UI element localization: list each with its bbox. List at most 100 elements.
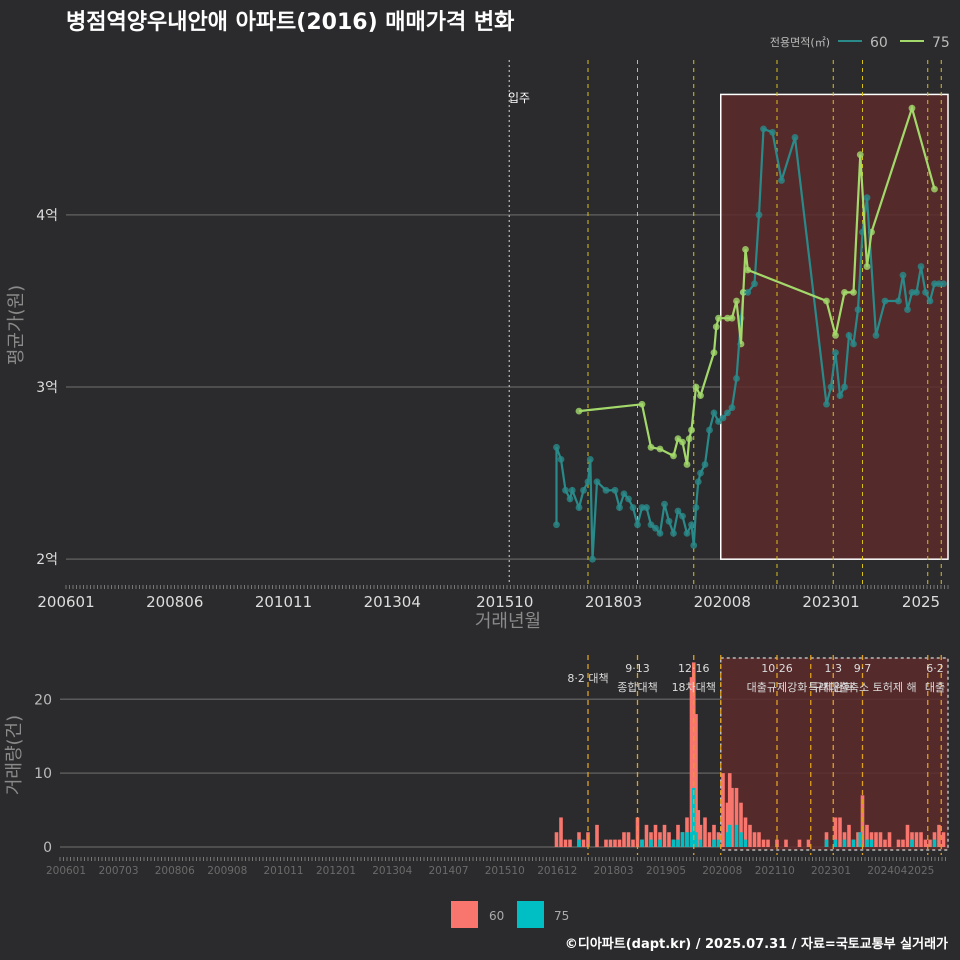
price-x-tick-4: 201510 (476, 593, 533, 611)
volume-bar-75-19 (824, 839, 829, 847)
volume-bar-60-76 (941, 832, 946, 847)
legend-60-label: 60 (870, 35, 888, 51)
move-in-annotation: 입주 (508, 91, 530, 105)
price-point-75-0 (575, 407, 583, 415)
policy-date-3: 10·26 (761, 662, 793, 675)
price-y-tick-1: 3억 (36, 380, 58, 396)
volume-y-tick-1: 10 (34, 766, 52, 782)
volume-bar-60-51 (806, 839, 811, 847)
volume-bar-60-21 (662, 824, 667, 847)
volume-chart-policy-labels: 8·2 대책 9·13 종합대책 12·16 18차대책 10·26 대출규제강화 1·3 규제… (567, 662, 945, 694)
volume-bar-60-13 (626, 832, 631, 847)
price-x-tick-8: 2025 (902, 593, 940, 611)
volume-bar-75-26 (910, 839, 914, 847)
volume-bar-60-9 (608, 839, 613, 847)
volume-bar-75-6 (680, 832, 685, 847)
volume-bar-75-4 (671, 839, 676, 847)
volume-bar-60-71 (919, 832, 923, 847)
price-line-75 (578, 104, 936, 465)
policy-text-2: 18차대책 (672, 681, 716, 694)
volume-bar-75-21 (842, 839, 847, 847)
volume-bar-75-13 (716, 839, 721, 847)
volume-bar-75-1 (640, 839, 644, 847)
policy-date-4: 1·3 (825, 662, 843, 675)
volume-bar-60-22 (667, 832, 671, 847)
volume-bar-75-14 (725, 832, 730, 847)
price-x-tick-6: 202008 (694, 593, 751, 611)
volume-bar-60-37 (725, 802, 730, 847)
volume-bar-60-1 (559, 817, 563, 847)
price-x-tick-2: 201011 (255, 593, 312, 611)
volume-bar-75-27 (932, 839, 937, 847)
volume-bar-60-30 (696, 810, 701, 847)
volume-bar-60-64 (883, 839, 887, 847)
volume-bar-60-11 (617, 839, 622, 847)
policy-date-6: 6·2 (926, 662, 944, 675)
volume-bar-75-25 (869, 839, 874, 847)
volume-bar-60-49 (784, 839, 788, 847)
volume-chart-legend: 60 75 (451, 901, 569, 928)
volume-x-tick-16: 2025 (908, 865, 935, 877)
volume-x-tick-5: 201201 (316, 865, 356, 877)
volume-x-tick-10: 201803 (593, 865, 633, 877)
volume-x-tick-15: 202404 (867, 865, 907, 877)
volume-chart-x-axis: 200601 200703 200806 200908 201011 201201 2013… (46, 857, 946, 877)
volume-bar-60-38 (727, 773, 732, 847)
volume-bar-60-2 (563, 839, 568, 847)
volume-bar-60-56 (847, 824, 851, 847)
volume-bar-60-41 (739, 802, 743, 847)
volume-bar-60-46 (761, 839, 766, 847)
volume-bar-60-43 (748, 824, 752, 847)
volume-bar-75-3 (658, 839, 662, 847)
volume-bar-60-32 (703, 817, 707, 847)
price-y-tick-2: 4억 (36, 208, 58, 224)
policy-text-5: 특례대출축소 토허제 해 (808, 680, 916, 694)
price-y-tick-0: 2억 (36, 552, 58, 568)
volume-bar-60-73 (928, 839, 932, 847)
volume-bar-60-60 (865, 824, 869, 847)
legend-title: 전용면적(㎡) (770, 36, 830, 49)
volume-bar-60-67 (901, 839, 905, 847)
volume-bar-75-20 (833, 839, 838, 847)
volume-bar-60-53 (833, 817, 838, 847)
volume-bar-60-5 (581, 839, 586, 847)
volume-bar-75-2 (649, 839, 653, 847)
volume-bar-60-48 (775, 839, 779, 847)
volume-bar-75-23 (858, 832, 863, 847)
volume-bar-60-29 (694, 714, 698, 847)
volume-y-tick-0: 0 (43, 840, 52, 856)
volume-bar-60-17 (644, 824, 649, 847)
price-line-60 (555, 127, 944, 560)
volume-bar-60-54 (838, 817, 842, 847)
volume-bar-60-45 (757, 832, 761, 847)
volume-bar-60-34 (712, 824, 716, 847)
volume-bar-75-18 (743, 839, 748, 847)
volume-x-tick-9: 201612 (537, 865, 577, 877)
volume-x-tick-6: 201304 (372, 865, 412, 877)
legend-bar-60-label: 60 (489, 909, 504, 923)
volume-bar-60-19 (653, 824, 658, 847)
volume-bar-60-66 (896, 839, 901, 847)
volume-bar-75-8 (689, 832, 694, 847)
volume-bar-75-22 (851, 839, 856, 847)
legend-bar-60-swatch (451, 901, 478, 928)
volume-bar-60-44 (752, 832, 757, 847)
chart-title: 병점역양우내안애 아파트(2016) 매매가격 변화 (66, 10, 514, 35)
volume-bar-60-40 (734, 787, 739, 847)
volume-bar-60-72 (923, 839, 928, 847)
volume-bar-60-70 (914, 832, 919, 847)
price-x-tick-3: 201304 (364, 593, 421, 611)
policy-date-1: 9·13 (625, 662, 650, 675)
policy-text-4: 규제완화 (813, 681, 853, 694)
volume-x-tick-13: 202110 (755, 865, 795, 877)
policy-text-6: 대출 (925, 681, 945, 694)
volume-bar-60-14 (631, 839, 635, 847)
volume-bar-60-15 (635, 817, 640, 847)
volume-bar-60-68 (905, 824, 910, 847)
volume-x-tick-8: 201510 (485, 865, 525, 877)
volume-bar-75-5 (676, 839, 680, 847)
volume-bar-60-65 (887, 832, 892, 847)
price-chart-x-axis: 200601 200806 201011 201304 201510 201803 2020… (37, 585, 949, 611)
price-chart-lines (555, 104, 944, 560)
